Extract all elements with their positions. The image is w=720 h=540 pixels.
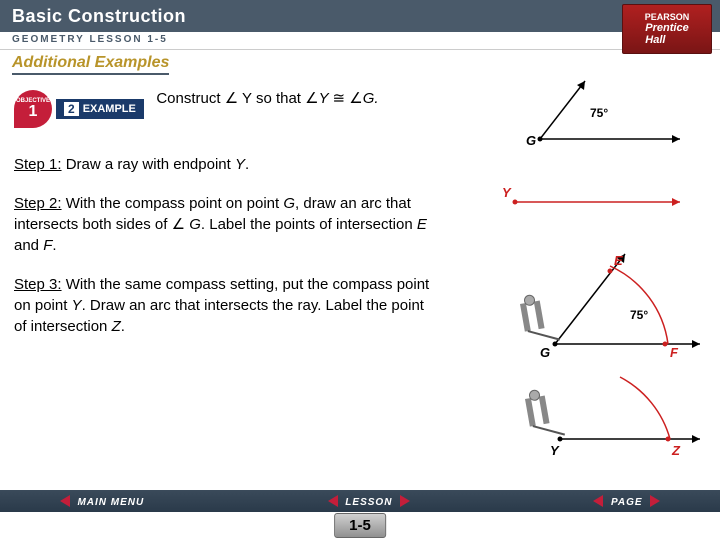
example-badge: 2 EXAMPLE [56, 99, 144, 119]
main-menu-button[interactable]: MAIN MENU [60, 492, 144, 510]
congruent-symbol: ≅ [333, 90, 346, 107]
publisher-logo: PEARSON PrenticeHall [622, 4, 712, 54]
objective-badge: OBJECTIVE 1 2 EXAMPLE [14, 90, 144, 128]
svg-text:75°: 75° [630, 308, 648, 322]
step-label: Step 2: [14, 195, 62, 212]
header-bar: Basic Construction [0, 0, 720, 32]
step-3: Step 3: With the same compass setting, p… [14, 274, 434, 337]
problem-statement: Construct ∠ Y so that ∠Y ≅ ∠G. [156, 90, 378, 107]
logo-bottom: PrenticeHall [645, 22, 688, 46]
page-title: Basic Construction [12, 6, 186, 27]
step-text: With the compass point on point G, draw … [14, 195, 427, 254]
lesson-nav[interactable]: LESSON [328, 492, 410, 510]
arrow-right-icon [400, 495, 410, 507]
arrow-left-icon [328, 495, 338, 507]
footer: MAIN MENU LESSON PAGE 1-5 [0, 490, 720, 540]
diagram-angle-g: G 75° [520, 79, 690, 149]
step-label: Step 1: [14, 156, 62, 173]
svg-text:G: G [526, 133, 536, 148]
step-label: Step 3: [14, 276, 62, 293]
angle-symbol: ∠ [225, 90, 238, 107]
step-text: Draw a ray with endpoint Y. [62, 156, 250, 173]
logo-top: PEARSON [645, 12, 690, 22]
svg-text:Y: Y [502, 187, 512, 200]
svg-text:75°: 75° [590, 106, 608, 120]
arrow-right-icon [650, 495, 660, 507]
svg-text:Z: Z [671, 443, 681, 458]
step-2: Step 2: With the compass point on point … [14, 193, 434, 256]
section-heading: Additional Examples [0, 50, 720, 79]
diagram-ray-y: Y [500, 187, 690, 217]
lesson-number-badge: 1-5 [334, 513, 386, 538]
arrow-left-icon [60, 495, 70, 507]
step-text: With the same compass setting, put the c… [14, 276, 429, 335]
svg-text:F: F [670, 345, 679, 359]
svg-text:Y: Y [550, 443, 560, 458]
content-area: OBJECTIVE 1 2 EXAMPLE Construct ∠ Y so t… [0, 79, 720, 365]
svg-text:G: G [540, 345, 550, 359]
arrow-left-icon [593, 495, 603, 507]
diagram-compass-g: G E F 75° [510, 249, 710, 359]
diagram-compass-y: Y Z [510, 369, 710, 459]
footer-bar: MAIN MENU LESSON PAGE [0, 490, 720, 512]
additional-examples-label: Additional Examples [12, 54, 169, 75]
subheader: GEOMETRY LESSON 1-5 [0, 32, 720, 50]
objective-icon: OBJECTIVE 1 [14, 90, 52, 128]
svg-text:E: E [614, 253, 623, 268]
step-1: Step 1: Draw a ray with endpoint Y. [14, 154, 434, 175]
page-nav[interactable]: PAGE [593, 492, 660, 510]
